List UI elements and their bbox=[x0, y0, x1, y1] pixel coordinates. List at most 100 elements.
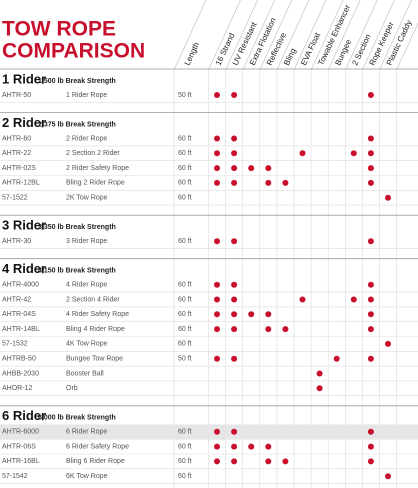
sku: AHOR-12 bbox=[2, 385, 32, 392]
feature-dot bbox=[367, 443, 374, 450]
row-highlight bbox=[0, 424, 418, 440]
product-name: 4K Tow Rope bbox=[66, 341, 108, 348]
length: 60 ft bbox=[178, 429, 192, 436]
product-name: Bling 6 Rider Rope bbox=[66, 458, 125, 465]
feature-dot bbox=[367, 296, 374, 303]
feature-dot bbox=[265, 179, 272, 186]
length: 60 ft bbox=[178, 282, 192, 289]
feature-dot bbox=[265, 165, 272, 172]
group-name: 4 Rider bbox=[2, 261, 46, 276]
feature-dot bbox=[214, 428, 220, 435]
product-name: Booster Ball bbox=[66, 370, 104, 377]
length: 60 ft bbox=[178, 150, 192, 157]
header-divider bbox=[379, 0, 412, 71]
product-name: 6K Tow Rope bbox=[66, 473, 108, 480]
feature-dot bbox=[231, 326, 238, 333]
sku: AHTR-60 bbox=[2, 135, 31, 142]
sku: AHTR-4000 bbox=[2, 282, 39, 289]
group-strength: 4,150 lb Break Strength bbox=[38, 268, 116, 275]
feature-dot bbox=[385, 340, 391, 347]
sku: AHTR-16BL bbox=[2, 458, 40, 465]
feature-dot bbox=[367, 355, 374, 362]
sku: 57-1522 bbox=[2, 195, 28, 202]
sku: AHTR-30 bbox=[2, 238, 31, 245]
feature-dot bbox=[367, 179, 374, 186]
product-name: Bling 4 Rider Rope bbox=[66, 326, 125, 333]
feature-dot bbox=[231, 458, 238, 465]
column-header: Bling bbox=[282, 47, 298, 67]
product-name: 2K Tow Rope bbox=[66, 195, 108, 202]
feature-dot bbox=[367, 458, 374, 465]
product-name: 6 Rider Safety Rope bbox=[66, 443, 129, 450]
feature-dot bbox=[214, 150, 220, 157]
feature-dot bbox=[214, 296, 220, 303]
feature-dot bbox=[231, 281, 238, 288]
feature-dot bbox=[350, 150, 357, 157]
header-divider bbox=[310, 0, 344, 71]
product-name: 6 Rider Rope bbox=[66, 429, 107, 436]
sku: 57-1542 bbox=[2, 473, 28, 480]
feature-dot bbox=[214, 355, 220, 362]
length: 60 ft bbox=[178, 443, 192, 450]
sku: AHBB-2030 bbox=[2, 370, 39, 377]
length: 60 ft bbox=[178, 296, 192, 303]
header-divider bbox=[396, 22, 418, 71]
feature-dot bbox=[231, 443, 238, 450]
header-divider bbox=[173, 0, 207, 71]
product-name: Bling 2 Rider Rope bbox=[66, 180, 125, 187]
length: 60 ft bbox=[178, 238, 192, 245]
feature-dot bbox=[214, 311, 220, 318]
feature-dot bbox=[231, 355, 238, 362]
feature-dot bbox=[316, 385, 323, 392]
header-divider bbox=[345, 0, 378, 71]
length: 50 ft bbox=[178, 356, 192, 363]
length: 50 ft bbox=[178, 92, 192, 99]
feature-dot bbox=[367, 281, 374, 288]
feature-dot bbox=[367, 428, 374, 435]
group-name: 2 Rider bbox=[2, 115, 46, 130]
feature-dot bbox=[231, 311, 238, 318]
product-name: 1 Rider Rope bbox=[66, 92, 107, 99]
group-strength: 1,500 lb Break Strength bbox=[38, 78, 116, 85]
feature-dot bbox=[367, 311, 374, 318]
length: 60 ft bbox=[178, 311, 192, 318]
product-name: 4 Rider Rope bbox=[66, 282, 107, 289]
feature-dot bbox=[214, 443, 220, 450]
sku: AHTR-12BL bbox=[2, 180, 40, 187]
feature-dot bbox=[265, 443, 272, 450]
title-line: COMPARISON bbox=[2, 40, 145, 63]
sku: AHTR-50 bbox=[2, 92, 31, 99]
feature-dot bbox=[385, 194, 391, 201]
feature-dot bbox=[265, 311, 272, 318]
product-name: 2 Section 2 Rider bbox=[66, 150, 120, 157]
feature-dot bbox=[214, 238, 220, 245]
header-divider bbox=[225, 0, 258, 71]
header-divider bbox=[327, 0, 361, 71]
feature-dot bbox=[231, 238, 238, 245]
feature-dot bbox=[367, 135, 374, 142]
sku: AHTRB-50 bbox=[2, 356, 36, 363]
product-name: Bungee Tow Rope bbox=[66, 356, 123, 363]
product-name: Orb bbox=[66, 385, 78, 392]
group-strength: 3,350 lb Break Strength bbox=[38, 224, 116, 231]
header-divider bbox=[362, 0, 395, 71]
feature-dot bbox=[265, 326, 272, 333]
sku: AHTR-6000 bbox=[2, 429, 39, 436]
group-name: 1 Rider bbox=[2, 71, 46, 86]
sku: AHTR-06S bbox=[2, 443, 36, 450]
length: 60 ft bbox=[178, 341, 192, 348]
feature-dot bbox=[282, 458, 289, 465]
length: 60 ft bbox=[178, 135, 192, 142]
feature-dot bbox=[231, 428, 238, 435]
feature-dot bbox=[248, 165, 255, 172]
feature-dot bbox=[214, 165, 220, 172]
header-divider bbox=[293, 0, 327, 71]
feature-dot bbox=[367, 326, 374, 333]
title-line: TOW ROPE bbox=[2, 18, 116, 41]
feature-dot bbox=[248, 443, 255, 450]
length: 60 ft bbox=[178, 195, 192, 202]
feature-dot bbox=[231, 165, 238, 172]
product-name: 2 Section 4 Rider bbox=[66, 296, 120, 303]
feature-dot bbox=[265, 458, 272, 465]
feature-dot bbox=[214, 326, 220, 333]
